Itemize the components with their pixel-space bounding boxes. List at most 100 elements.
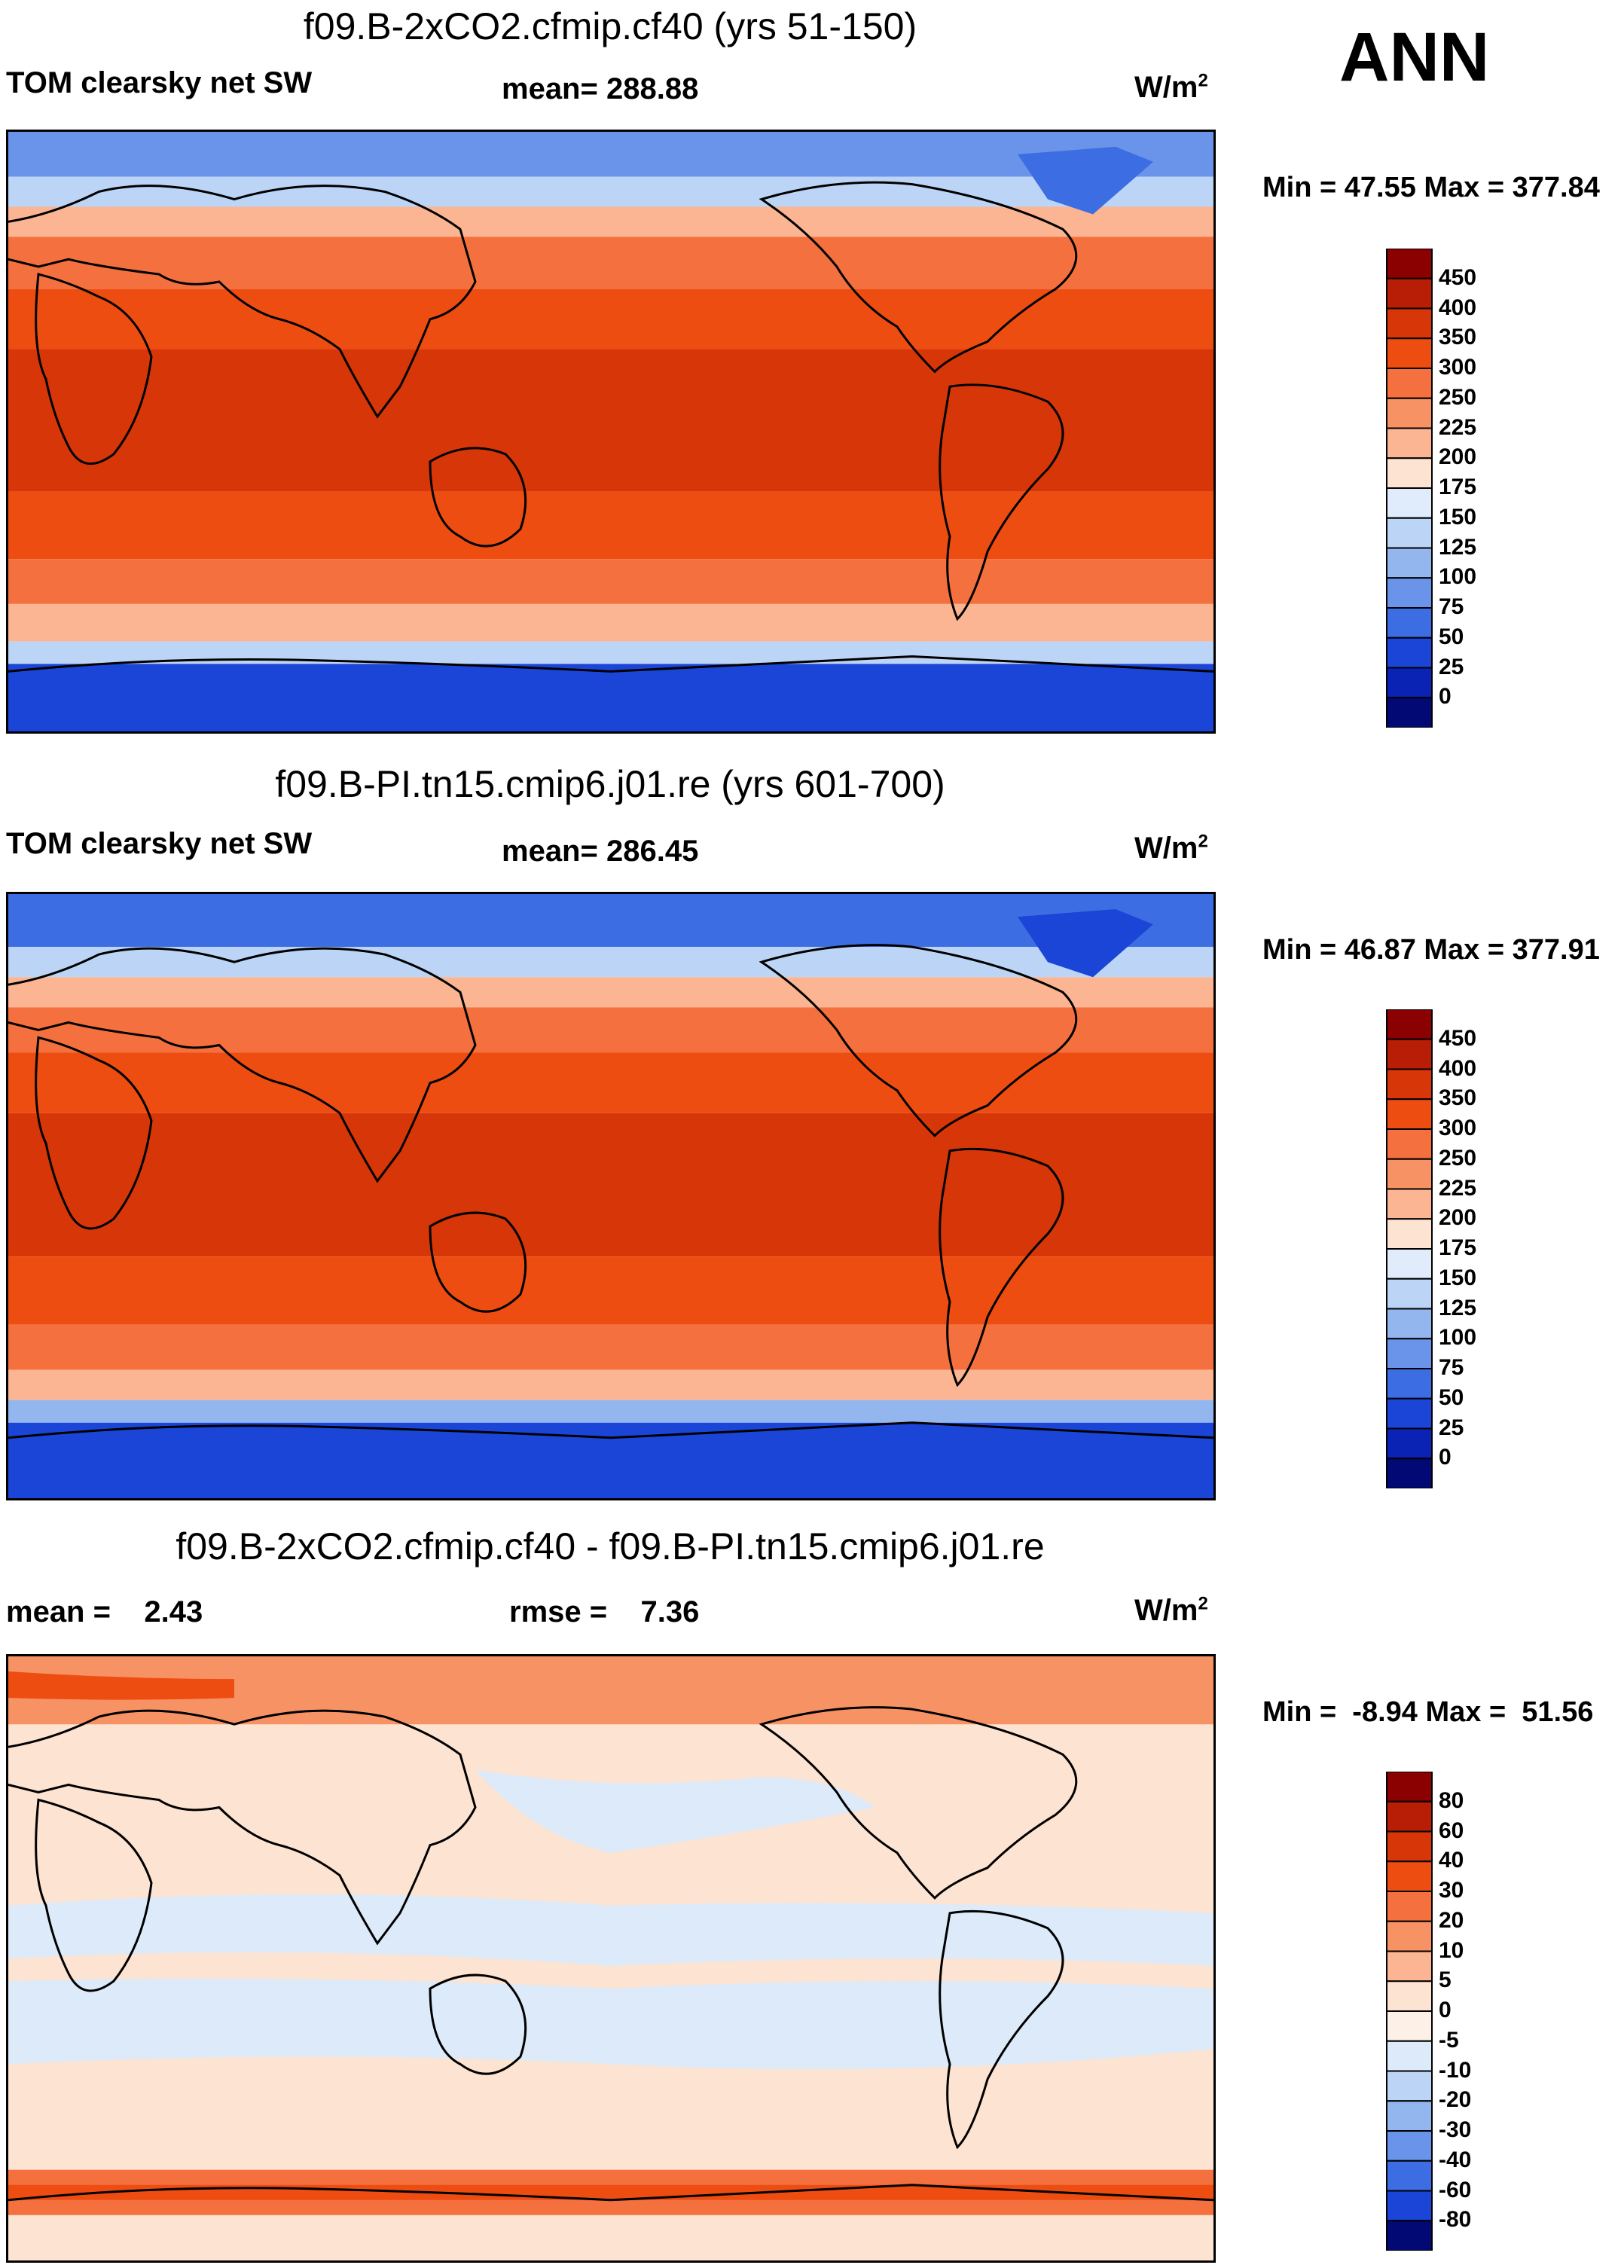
panel-2-mean: mean= 286.45 [502,835,699,868]
diff-arctic-strong [8,1671,234,1700]
panel-2-map-svg [8,894,1213,1498]
coast-south-america-3 [939,1909,1064,2150]
panel-2-units-text: W/m [1134,832,1198,865]
colorbar-tick-label: 225 [1439,414,1477,440]
panel-1-units-exponent: 2 [1198,70,1208,91]
colorbar-tick-label: 25 [1439,1415,1464,1440]
colorbar-tick-label: 5 [1439,1967,1452,1993]
colorbar-tick-label: 0 [1439,684,1452,710]
colorbar-tick-label: 350 [1439,325,1477,350]
panel-3-colorbar-svg [1386,1771,1433,2251]
colorbar-tick-label: 125 [1439,1295,1477,1320]
band-polar-n-2 [8,894,1213,948]
diff-tropic-pink-strip [8,1952,1213,1989]
colorbar-swatch [1386,1458,1433,1489]
band-polar-n-1 [8,132,1213,177]
colorbar-tick-label: 150 [1439,504,1477,530]
colorbar-swatch [1386,487,1433,519]
colorbar-tick-label: -80 [1439,2207,1472,2233]
colorbar-tick-label: 25 [1439,654,1464,679]
colorbar-tick-label: 50 [1439,624,1464,649]
colorbar-tick-label: 50 [1439,1384,1464,1410]
colorbar-swatch [1386,1950,1433,1983]
colorbar-swatch [1386,607,1433,639]
panel-3-mean: mean = 2.43 [6,1595,203,1629]
coast-africa-2 [35,1036,153,1230]
panel-2-map [6,892,1216,1500]
colorbar-swatch [1386,1397,1433,1430]
colorbar-swatch [1386,1338,1433,1369]
colorbar-tick-label: 250 [1439,1145,1477,1171]
colorbar-swatch [1386,1891,1433,1922]
colorbar-tick-label: 60 [1439,1818,1464,1843]
colorbar-tick-label: 300 [1439,355,1477,380]
coast-australia-3 [429,1973,527,2075]
coast-north-america-1 [759,181,1078,374]
colorbar-swatch [1386,368,1433,399]
colorbar-tick-label: -30 [1439,2117,1472,2142]
panel-2-colorbar-svg [1386,1009,1433,1489]
coast-africa-1 [35,273,153,466]
colorbar-swatch [1386,1427,1433,1460]
colorbar-swatch [1386,2130,1433,2162]
colorbar-swatch [1386,1308,1433,1340]
colorbar-tick-label: 30 [1439,1878,1464,1903]
colorbar-tick-label: 400 [1439,295,1477,320]
colorbar-swatch [1386,517,1433,549]
coast-antarctica-1 [8,655,1213,673]
colorbar-tick-label: -60 [1439,2177,1472,2202]
colorbar-swatch [1386,1158,1433,1190]
coast-north-america-2 [759,944,1078,1137]
colorbar-tick-label: -10 [1439,2057,1472,2083]
band-subtrop-s-2 [8,1256,1213,1325]
panel-1-mean: mean= 288.88 [502,72,699,105]
diff-antarctica [8,2215,1213,2260]
band-tropics-2 [8,1113,1213,1257]
coast-antarctica-3 [8,2184,1213,2202]
colorbar-swatch [1386,1800,1433,1833]
band-subpolar-n-1 [8,176,1213,207]
colorbar-tick-label: -40 [1439,2147,1472,2172]
colorbar-tick-label: 175 [1439,1235,1477,1260]
colorbar-swatch [1386,697,1433,728]
colorbar-swatch [1386,1068,1433,1100]
panel-1-colorbar-svg [1386,248,1433,728]
colorbar-swatch [1386,1830,1433,1863]
coast-australia-1 [429,447,527,548]
band-subtrop-s-1 [8,491,1213,560]
band-midlat-n-1 [8,237,1213,289]
panel-3-units: W/m2 [1134,1594,1208,1628]
colorbar-swatch [1386,2190,1433,2222]
colorbar-tick-label: 450 [1439,264,1477,290]
colorbar-tick-label: 75 [1439,1355,1464,1380]
colorbar-swatch [1386,307,1433,340]
colorbar-swatch [1386,2160,1433,2192]
band-highlat-n-2 [8,977,1213,1008]
colorbar-tick-label: 150 [1439,1265,1477,1290]
colorbar-swatch [1386,547,1433,579]
band-midlat-s-2 [8,1324,1213,1370]
colorbar-tick-label: 20 [1439,1907,1464,1933]
colorbar-tick-label: 400 [1439,1055,1477,1081]
panel-3-rmse: rmse = 7.36 [509,1595,700,1629]
panel-1-title: f09.B-2xCO2.cfmip.cf40 (yrs 51-150) [303,5,917,47]
band-highlat-s-2 [8,1369,1213,1400]
colorbar-swatch [1386,1218,1433,1250]
colorbar-swatch [1386,1248,1433,1280]
colorbar-swatch [1386,636,1433,669]
band-subtrop-n-2 [8,1052,1213,1113]
panel-2-title: f09.B-PI.tn15.cmip6.j01.re (yrs 601-700) [275,763,945,805]
colorbar-swatch [1386,1860,1433,1892]
colorbar-swatch [1386,2070,1433,2102]
diff-pacific-blue-n [475,1769,875,1853]
coast-south-america-2 [939,1147,1064,1387]
panel-2-minmax: Min = 46.87 Max = 377.91 [1262,934,1600,966]
band-highlat-s-1 [8,603,1213,642]
colorbar-swatch [1386,1009,1433,1040]
colorbar-swatch [1386,337,1433,369]
colorbar-swatch [1386,1368,1433,1400]
colorbar-tick-label: 125 [1439,534,1477,560]
coast-south-america-1 [939,383,1064,621]
coast-eurasia-1 [8,185,477,419]
colorbar-swatch [1386,1980,1433,2012]
